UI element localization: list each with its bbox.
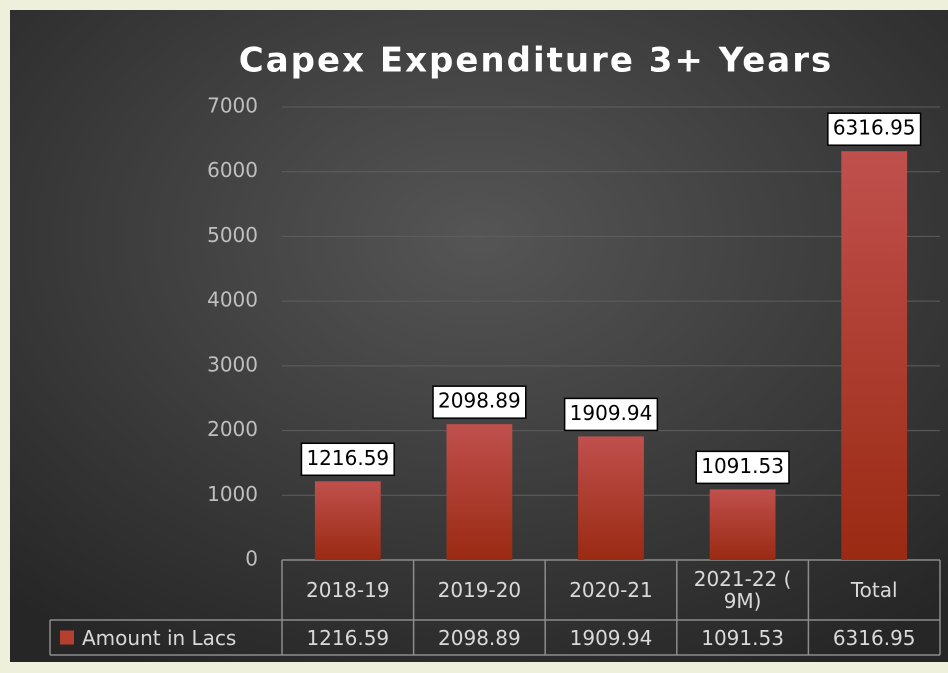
- bar: [446, 424, 513, 560]
- data-label-box: [432, 385, 527, 419]
- table-value: 1909.94: [569, 625, 653, 650]
- data-label: 1909.94: [570, 401, 653, 425]
- category-label: 2020-21: [569, 578, 653, 602]
- data-label-box: [300, 442, 395, 477]
- data-label-box: [827, 112, 922, 146]
- data-label: 6316.95: [833, 116, 916, 140]
- category-label: Total: [850, 578, 898, 602]
- y-tick-label: 3000: [207, 352, 258, 376]
- chart-title: Capex Expenditure 3+ Years: [239, 41, 833, 81]
- bar: [578, 436, 644, 560]
- bar: [314, 481, 381, 560]
- y-tick-label: 1000: [207, 482, 258, 506]
- y-tick-label: 4000: [207, 288, 258, 312]
- table-value: 2098.89: [438, 625, 521, 650]
- bar: [841, 151, 908, 560]
- category-label: 2019-20: [437, 578, 522, 602]
- table-value: 1091.53: [701, 625, 784, 650]
- y-tick-label: 5000: [207, 223, 258, 247]
- y-tick-label: 2000: [207, 417, 258, 441]
- data-label: 1216.59: [306, 446, 389, 470]
- table-value: 6316.95: [832, 625, 916, 650]
- y-tick-label: 0: [245, 547, 258, 571]
- data-label-box: [695, 450, 790, 485]
- legend-label: Amount in Lacs: [82, 625, 237, 650]
- y-tick-label: 6000: [207, 158, 258, 182]
- data-label: 2098.89: [438, 389, 521, 413]
- category-label: 2018-19: [306, 578, 390, 602]
- bar: [709, 489, 776, 560]
- y-tick-label: 7000: [207, 94, 258, 118]
- category-label: 2021-22 ( 9M): [693, 567, 792, 613]
- data-label-box: [563, 397, 659, 432]
- data-label: 1091.53: [701, 454, 784, 478]
- legend-key: [60, 630, 74, 645]
- table-value: 1216.59: [306, 625, 390, 650]
